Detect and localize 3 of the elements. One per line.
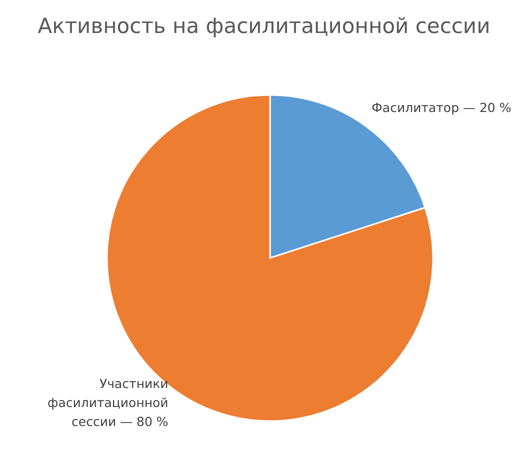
chart-title: Активность на фасилитационной сессии bbox=[36, 14, 492, 38]
slice-label: Участники фасилитационной сессии — 80 % bbox=[48, 376, 168, 429]
slice-label: Фасилитатор — 20 % bbox=[372, 100, 512, 116]
